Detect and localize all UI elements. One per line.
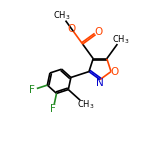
Text: F: F — [50, 104, 56, 114]
Text: CH$_3$: CH$_3$ — [53, 9, 71, 22]
Text: F: F — [29, 85, 35, 95]
Text: CH$_3$: CH$_3$ — [77, 99, 94, 111]
Text: O: O — [67, 24, 76, 34]
Text: O: O — [95, 27, 103, 37]
Text: CH$_3$: CH$_3$ — [112, 34, 129, 46]
Text: O: O — [110, 67, 118, 77]
Text: N: N — [96, 78, 104, 88]
